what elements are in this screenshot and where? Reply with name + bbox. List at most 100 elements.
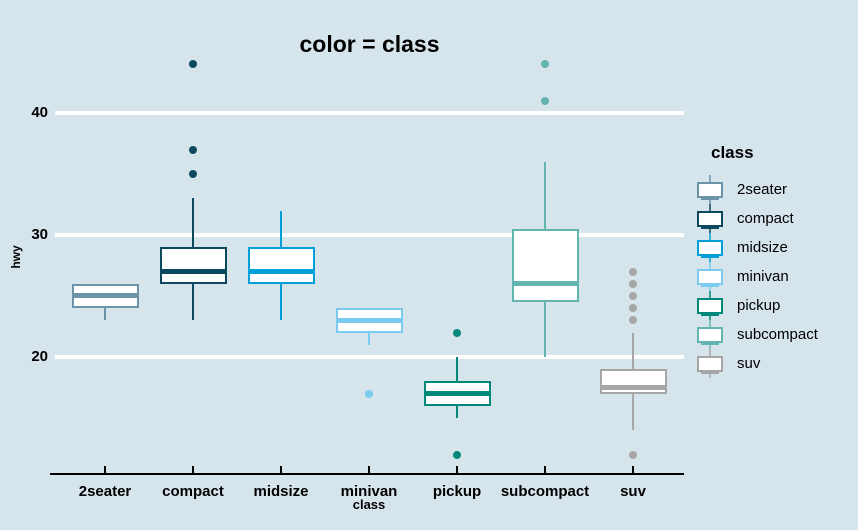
x-tick-2seater: [104, 466, 106, 473]
median-line-suv: [601, 384, 665, 390]
outlier-dot-compact-44: [189, 60, 197, 69]
whisker-high-pickup: [456, 357, 458, 382]
legend-label: midsize: [737, 239, 788, 256]
boxplot-glyph-icon: [697, 349, 723, 378]
legend-label: 2seater: [737, 181, 788, 198]
x-axis-line: [50, 473, 684, 475]
whisker-high-compact: [192, 198, 194, 248]
median-line-subcompact: [513, 281, 577, 287]
glyph-box: [697, 327, 723, 345]
whisker-low-compact: [192, 283, 194, 321]
median-line-2seater: [73, 293, 137, 299]
glyph-median: [701, 342, 719, 345]
x-tick-midsize: [280, 466, 282, 473]
y-tick-label-30: 30: [31, 226, 48, 243]
x-axis-label: class: [352, 497, 386, 512]
outlier-dot-subcompact-44: [541, 60, 549, 69]
x-tick-minivan: [368, 466, 370, 473]
boxplot-box-minivan: [335, 308, 403, 333]
x-tick-label-compact: compact: [162, 483, 224, 500]
boxplot-glyph-icon: [697, 320, 723, 349]
gridline-30: [55, 233, 684, 237]
whisker-high-midsize: [280, 210, 282, 248]
x-tick-label-midsize: midsize: [253, 483, 309, 500]
y-tick-label-20: 20: [31, 348, 48, 365]
boxplot-glyph-icon: [697, 175, 723, 204]
median-line-compact: [161, 269, 225, 275]
y-tick-label-40: 40: [31, 104, 48, 121]
whisker-low-pickup: [456, 405, 458, 418]
outlier-dot-suv-25: [629, 292, 637, 300]
legend-item-suv: suv: [697, 349, 818, 378]
glyph-median: [701, 371, 719, 374]
whisker-low-midsize: [280, 283, 282, 321]
whisker-low-minivan: [368, 332, 370, 345]
median-line-pickup: [425, 391, 489, 397]
legend-item-2seater: 2seater: [697, 175, 818, 204]
outlier-dot-subcompact-41: [541, 96, 549, 105]
boxplot-glyph-icon: [697, 204, 723, 233]
outlier-dot-minivan-17: [365, 389, 373, 398]
outlier-dot-suv-24: [629, 304, 637, 313]
x-tick-label-pickup: pickup: [432, 483, 482, 500]
glyph-box: [697, 211, 723, 229]
outlier-dot-pickup-22: [453, 328, 461, 337]
legend-item-compact: compact: [697, 204, 818, 233]
legend-item-pickup: pickup: [697, 291, 818, 320]
legend-item-subcompact: subcompact: [697, 320, 818, 349]
whisker-high-suv: [632, 332, 634, 370]
y-axis-label: hwy: [9, 245, 23, 269]
legend-item-midsize: midsize: [697, 233, 818, 262]
legend-label: compact: [737, 210, 794, 227]
outlier-dot-pickup-12: [453, 450, 461, 459]
boxplot-box-compact: [159, 247, 227, 284]
glyph-median: [701, 197, 719, 200]
legend-title: class: [711, 143, 754, 162]
outlier-dot-suv-23: [629, 316, 637, 325]
glyph-median: [701, 255, 719, 258]
whisker-low-suv: [632, 393, 634, 431]
boxplot-box-suv: [599, 369, 667, 394]
x-tick-pickup: [456, 466, 458, 473]
x-tick-suv: [632, 466, 634, 473]
x-tick-label-suv: suv: [620, 483, 646, 500]
glyph-box: [697, 356, 723, 374]
boxplot-box-subcompact: [511, 228, 579, 303]
boxplot-glyph-icon: [697, 262, 723, 291]
glyph-median: [701, 313, 719, 316]
whisker-high-subcompact: [544, 161, 546, 229]
glyph-median: [701, 284, 719, 287]
glyph-box: [697, 182, 723, 200]
legend-label: suv: [737, 355, 761, 372]
outlier-dot-compact-37: [189, 145, 197, 154]
boxplot-glyph-icon: [697, 233, 723, 262]
legend-label: minivan: [737, 268, 789, 285]
legend-label: subcompact: [737, 326, 818, 343]
glyph-box: [697, 240, 723, 258]
outlier-dot-suv-26: [629, 279, 637, 288]
glyph-median: [701, 226, 719, 229]
boxplot-box-midsize: [247, 247, 315, 284]
boxplot-box-2seater: [71, 283, 139, 309]
gridline-20: [55, 355, 684, 359]
median-line-minivan: [337, 317, 401, 323]
x-tick-label-subcompact: subcompact: [500, 483, 590, 500]
median-line-midsize: [249, 269, 313, 275]
outlier-dot-compact-35: [189, 170, 197, 178]
x-tick-label-minivan: minivan: [340, 483, 398, 500]
outlier-dot-suv-12: [629, 450, 637, 459]
x-tick-subcompact: [544, 466, 546, 473]
glyph-box: [697, 298, 723, 316]
x-tick-compact: [192, 466, 194, 473]
whisker-low-subcompact: [544, 302, 546, 357]
legend-item-minivan: minivan: [697, 262, 818, 291]
legend-label: pickup: [737, 297, 781, 314]
legend: class 2seater compact midsize minivan pickup…: [697, 143, 818, 378]
chart-title: color = class: [299, 31, 440, 57]
boxplot-glyph-icon: [697, 291, 723, 320]
legend-items: 2seater compact midsize minivan pickup subcom…: [697, 175, 818, 378]
boxplot-box-pickup: [423, 381, 491, 406]
x-tick-label-2seater: 2seater: [78, 483, 132, 500]
outlier-dot-suv-27: [629, 267, 637, 276]
